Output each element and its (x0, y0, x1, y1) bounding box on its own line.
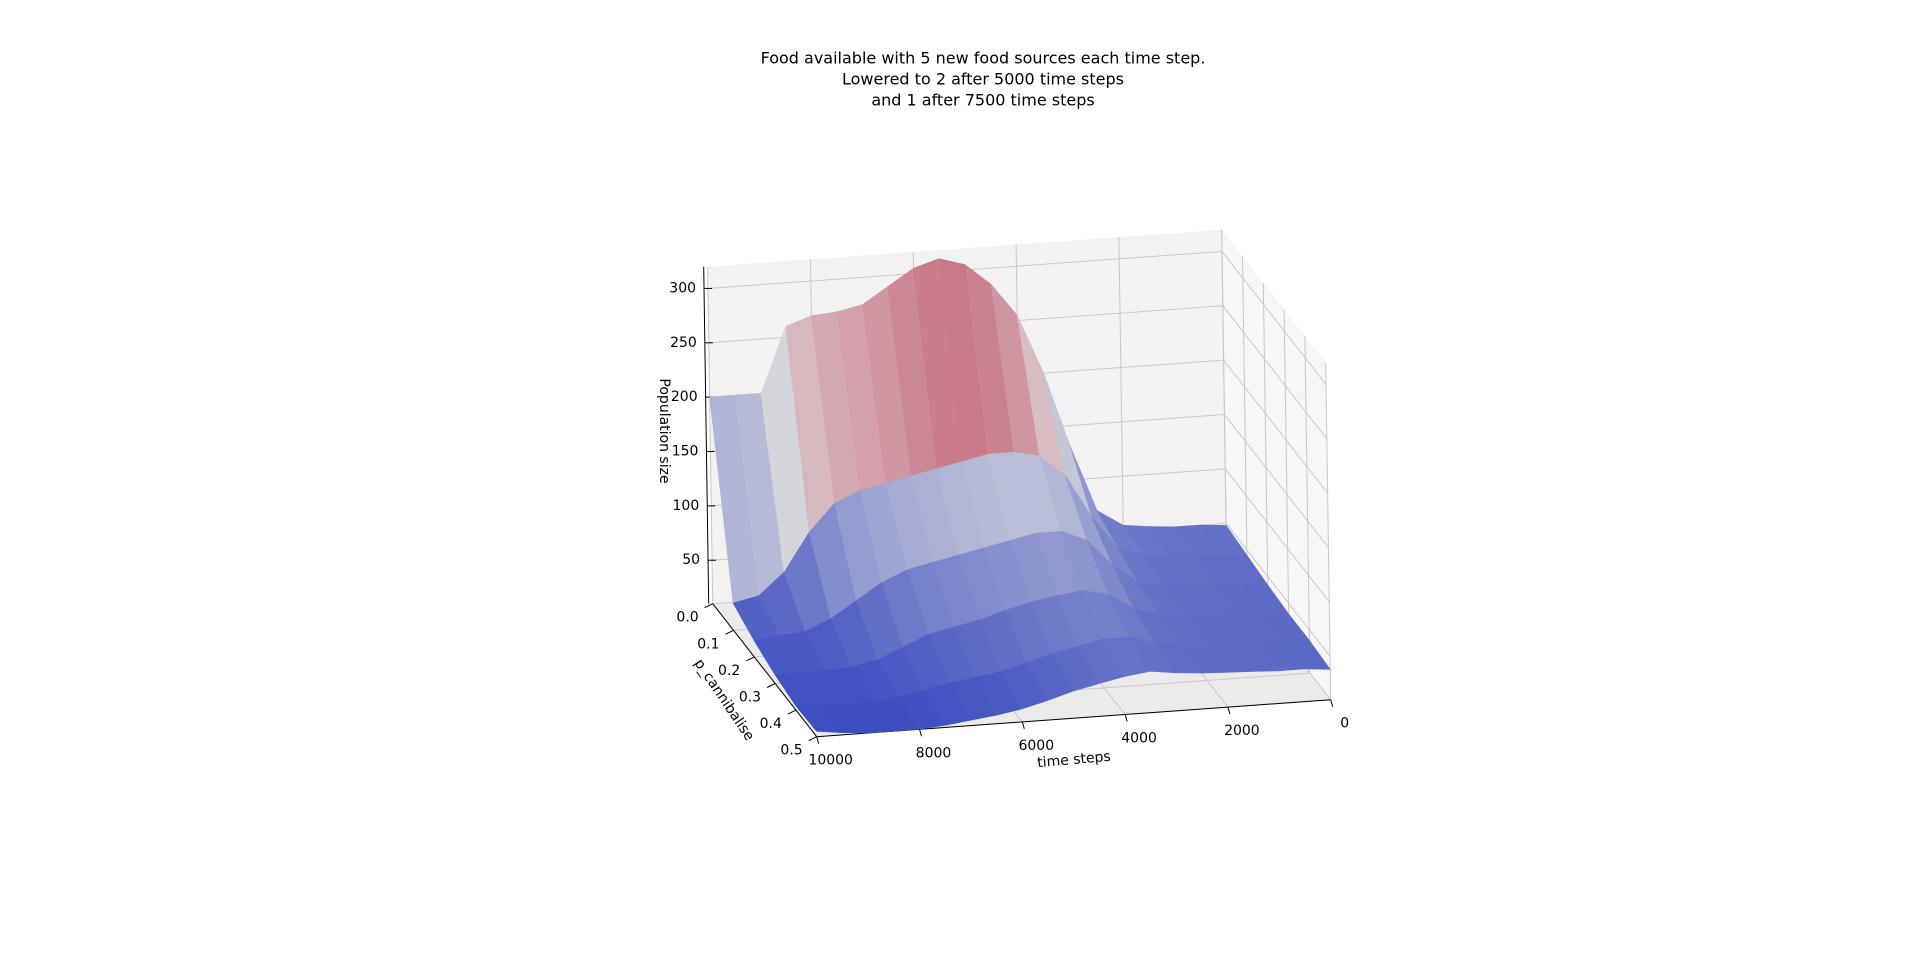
z-axis-label: Population size (656, 378, 672, 483)
z-tick-label: 250 (670, 335, 697, 351)
tick-mark (919, 729, 922, 737)
y-tick-label: 0.3 (739, 690, 761, 706)
grid-line (1242, 256, 1248, 594)
grid-line (1325, 362, 1332, 700)
grid-line (1225, 522, 1331, 657)
x-tick-label: 10000 (808, 753, 853, 769)
z-tick-label: 200 (671, 389, 698, 405)
chart-title: and 1 after 7500 time steps (871, 91, 1094, 110)
tick-mark (1227, 706, 1231, 715)
x-tick-label: 6000 (1018, 738, 1054, 754)
x-axis-label: time steps (1037, 749, 1112, 771)
grid-line (1222, 305, 1328, 440)
grid-line (1283, 309, 1290, 647)
chart-title: Food available with 5 new food sources e… (761, 49, 1206, 68)
z-tick-label: 150 (672, 444, 699, 460)
grid-line (1224, 414, 1329, 548)
x-tick-label: 8000 (916, 745, 952, 761)
x-tick-label: 2000 (1224, 723, 1260, 739)
x-tick-label: 4000 (1121, 731, 1157, 747)
z-tick-label: 100 (673, 498, 700, 514)
grid-line (707, 266, 714, 604)
grid-line (1224, 468, 1330, 603)
grid-line (1304, 336, 1311, 674)
tick-mark (787, 709, 797, 715)
z-tick-label: 300 (669, 280, 696, 296)
grid-line (1221, 251, 1327, 385)
tick-mark (816, 736, 820, 744)
y-tick-label: 0.5 (780, 743, 802, 759)
y-tick-label: 0.4 (760, 716, 782, 732)
grid-line (1223, 359, 1329, 494)
tick-mark (746, 656, 755, 662)
tick-mark (1330, 699, 1334, 707)
tick-mark (1124, 714, 1128, 722)
y-axis-line (712, 603, 818, 738)
y-tick-label: 0.2 (718, 663, 740, 679)
tick-mark (808, 736, 817, 742)
surface-patch (1283, 640, 1331, 670)
z-axis-line (703, 266, 710, 604)
z-tick-label: 50 (682, 552, 700, 568)
y-tick-label: 0.0 (676, 610, 698, 626)
tick-mark (1021, 721, 1025, 730)
tick-mark (704, 603, 713, 609)
chart-title: Lowered to 2 after 5000 time steps (842, 70, 1124, 89)
tick-mark (725, 629, 734, 635)
grid-line (1262, 282, 1269, 620)
grid-line (1118, 237, 1125, 575)
y-tick-label: 0.1 (697, 636, 719, 652)
tick-mark (766, 683, 776, 688)
grid-line (1221, 229, 1228, 567)
x-tick-label: 0 (1340, 716, 1349, 732)
